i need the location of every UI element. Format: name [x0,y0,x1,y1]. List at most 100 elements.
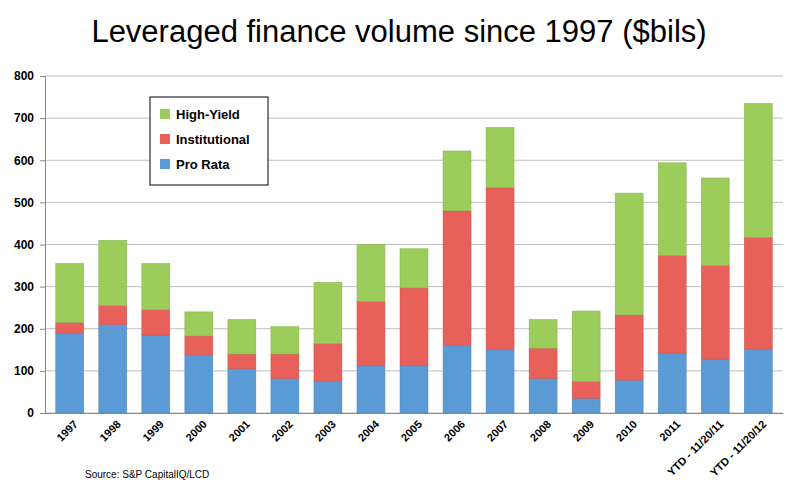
x-tick-label: 2008 [527,418,553,444]
y-tick-mark [40,371,45,372]
y-tick-mark [40,76,45,77]
y-tick-label: 0 [27,406,34,420]
y-tick: 0 [27,406,45,420]
bar-segment [185,336,213,355]
y-tick-label: 100 [14,364,34,378]
y-axis-line [40,77,46,414]
bar-segment [56,263,84,322]
bar-segment [443,211,471,346]
y-tick-label: 500 [14,196,34,210]
bar-segment [357,301,385,365]
bar-segment [529,319,557,348]
x-tick: 1999 [140,413,166,444]
bar-segment [529,348,557,378]
y-axis: 0 100 200 300 400 500 600 700 800 [14,69,46,420]
plot: 0 100 200 300 400 500 600 700 800 1997 1998 1999 200… [14,69,784,478]
bar-segment [572,311,600,381]
chart: Leveraged finance volume since 1997 ($bi… [0,0,798,500]
bar-segment [271,378,299,413]
bar-segment [99,306,127,325]
bar-segment [314,343,342,381]
legend-swatch [160,134,170,144]
y-tick-label: 800 [14,69,34,83]
bar-segment [486,188,514,350]
bar-segment [443,151,471,211]
x-tick: 2010 [614,413,640,444]
x-tick-label: 2010 [614,418,640,444]
x-tick-label: 2009 [571,418,597,444]
x-tick: 2002 [269,413,295,444]
bar-segment [701,359,729,413]
x-tick: 1998 [97,413,123,444]
x-tick-label: 2002 [269,418,295,444]
y-tick-label: 700 [14,111,34,125]
x-tick: 2003 [312,413,338,444]
y-tick-mark [40,287,45,288]
bar-segment [701,178,729,266]
bar-segment [615,315,643,380]
x-tick-label: 2005 [398,418,424,444]
x-tick: 2001 [226,413,252,444]
x-tick: 2005 [398,413,424,444]
bar-segment [486,350,514,413]
legend-label: Pro Rata [176,157,230,172]
x-tick-label: 1997 [54,418,80,444]
bar-segment [400,366,428,413]
x-tick-label: 1998 [97,418,123,444]
y-tick-mark [40,202,45,203]
x-tick: 2009 [571,413,597,444]
bar-segment [228,369,256,413]
legend-swatch [160,109,170,119]
bar-segment [701,266,729,360]
y-tick: 600 [14,154,45,168]
bar-segment [357,245,385,302]
bar-segment [744,103,772,237]
y-tick: 400 [14,238,45,252]
legend-swatch [160,159,170,169]
x-tick: 2006 [441,413,467,444]
title: Leveraged finance volume since 1997 ($bi… [91,14,706,49]
bar-segment [314,282,342,343]
bar-segment [744,349,772,413]
x-tick: 2011 [657,413,682,443]
x-tick: 2008 [527,413,553,444]
y-tick: 300 [14,280,45,294]
bar-segment [314,381,342,413]
bar-segment [56,333,84,413]
y-tick: 700 [14,111,45,125]
x-tick-label: 2011 [657,418,682,443]
x-tick-label: YTD - 11/20/12 [708,418,769,479]
y-tick-mark [40,329,45,330]
x-tick-label: 2006 [441,418,467,444]
y-tick-mark [40,413,45,414]
bar-segment [400,288,428,366]
grid [45,76,783,413]
y-tick: 800 [14,69,45,83]
bar-segment [658,353,686,413]
y-tick-mark [40,245,45,246]
bar-segment [615,193,643,315]
bar-segment [744,237,772,349]
x-tick: 2007 [484,413,510,444]
bar-segment [615,380,643,413]
legend-label: High-Yield [176,107,240,122]
bar-segment [572,398,600,413]
x-axis-line [46,413,784,414]
bar-segment [228,319,256,354]
bar-segment [56,322,84,333]
x-tick: 2000 [183,413,209,444]
x-tick-label: 2007 [484,418,510,444]
bar-segment [142,310,170,335]
bar-segment [658,163,686,256]
bar-segment [99,325,127,413]
x-tick: 1997 [54,413,80,444]
grid-line [45,76,783,77]
y-tick: 200 [14,322,45,336]
legend-label: Institutional [176,132,250,147]
legend-box [150,97,268,185]
x-tick-label: 2000 [183,418,209,444]
y-tick-label: 600 [14,154,34,168]
y-tick-label: 300 [14,280,34,294]
bar-segment [658,255,686,353]
bar-segment [529,378,557,413]
